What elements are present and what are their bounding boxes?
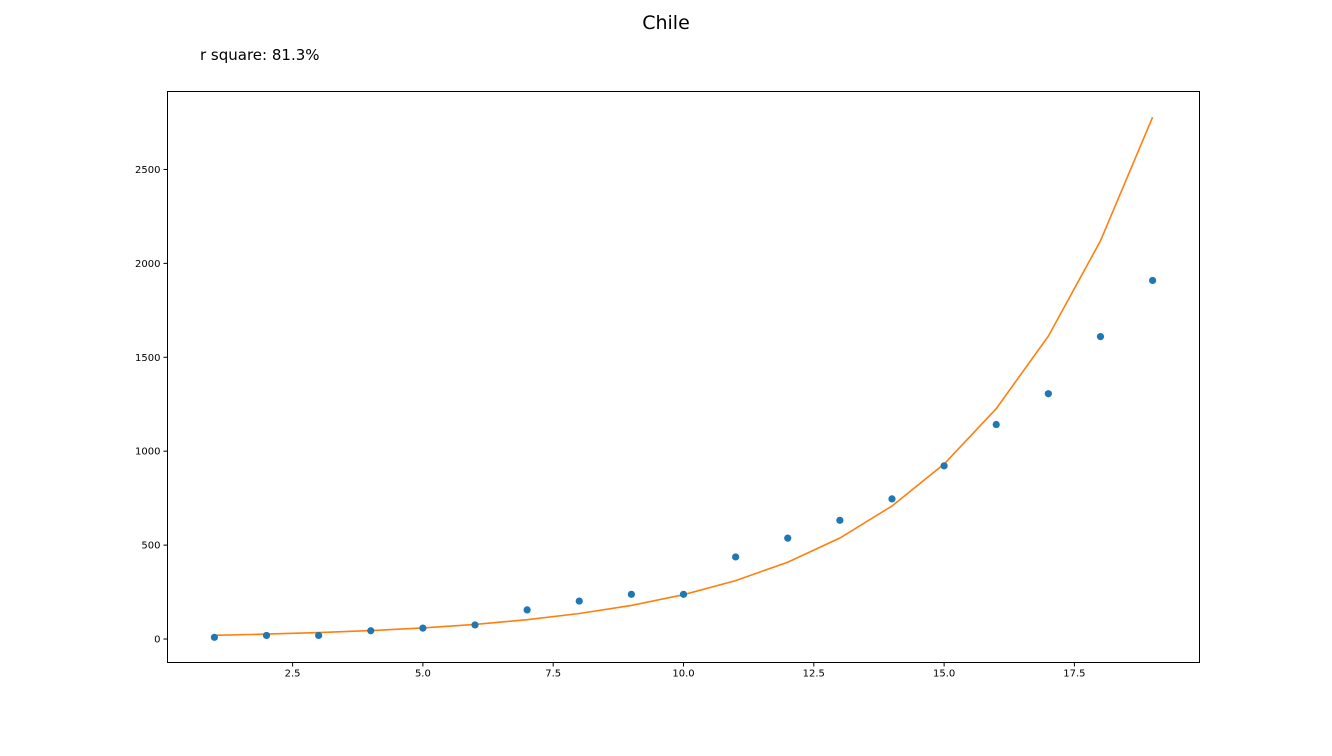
x-tick-label: 7.5 xyxy=(545,669,561,680)
data-point xyxy=(1044,390,1052,398)
plot-frame xyxy=(167,91,1200,663)
r-square-annotation: r square: 81.3% xyxy=(200,46,320,64)
data-point xyxy=(888,495,896,503)
data-point xyxy=(471,621,479,629)
data-point xyxy=(1148,276,1157,285)
x-tick-label: 12.5 xyxy=(803,669,825,680)
data-point xyxy=(836,516,844,524)
data-point xyxy=(210,633,219,641)
data-point xyxy=(679,590,688,598)
chart-title: Chile xyxy=(642,12,690,34)
data-point xyxy=(262,631,271,640)
data-point xyxy=(940,462,948,470)
y-tick-label: 500 xyxy=(141,541,160,552)
y-tick-label: 0 xyxy=(154,635,160,646)
fit-line xyxy=(214,116,1154,637)
data-point xyxy=(575,597,583,605)
x-tick-label: 2.5 xyxy=(285,669,301,680)
x-tick-label: 10.0 xyxy=(672,669,694,680)
x-tick-label: 15.0 xyxy=(933,669,955,680)
y-tick-label: 1000 xyxy=(135,447,160,458)
y-tick-label: 2500 xyxy=(135,165,160,176)
data-point xyxy=(1096,333,1105,341)
x-tick-label: 17.5 xyxy=(1063,669,1085,680)
y-tick-label: 2000 xyxy=(135,259,160,270)
data-point xyxy=(523,606,531,614)
x-tick-label: 5.0 xyxy=(415,669,431,680)
data-point xyxy=(992,420,1000,429)
data-point xyxy=(732,553,740,561)
y-tick-label: 1500 xyxy=(135,353,160,364)
data-point xyxy=(419,624,427,632)
data-point xyxy=(367,627,375,635)
data-point xyxy=(315,631,323,640)
data-point xyxy=(784,534,792,542)
data-point xyxy=(627,590,635,598)
plot-area: 2.5 5.0 7.5 10.0 12.5 15.0 17.5 0 500 1000 1500 200… xyxy=(135,91,1200,680)
